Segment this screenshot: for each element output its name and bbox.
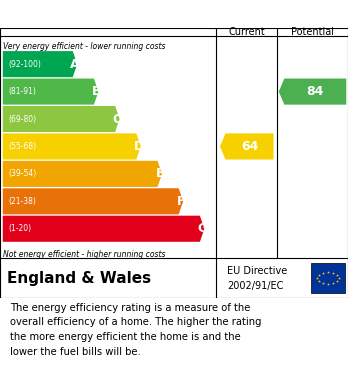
Text: B: B — [92, 85, 101, 98]
Polygon shape — [3, 216, 204, 242]
Polygon shape — [3, 79, 98, 105]
Polygon shape — [220, 133, 274, 160]
Text: 84: 84 — [307, 85, 324, 98]
Text: (55-68): (55-68) — [8, 142, 36, 151]
Text: Current: Current — [228, 27, 265, 37]
Text: The energy efficiency rating is a measure of the
overall efficiency of a home. T: The energy efficiency rating is a measur… — [10, 303, 262, 357]
Text: F: F — [177, 195, 185, 208]
Text: (1-20): (1-20) — [8, 224, 31, 233]
Polygon shape — [3, 161, 162, 187]
Text: (21-38): (21-38) — [8, 197, 36, 206]
Text: (92-100): (92-100) — [8, 60, 41, 69]
Text: A: A — [70, 57, 80, 71]
Text: E: E — [156, 167, 164, 180]
Text: Energy Efficiency Rating: Energy Efficiency Rating — [69, 7, 279, 22]
Text: D: D — [133, 140, 144, 153]
Text: 2002/91/EC: 2002/91/EC — [227, 281, 283, 291]
Text: 64: 64 — [241, 140, 258, 153]
Text: England & Wales: England & Wales — [7, 271, 151, 285]
Text: G: G — [197, 222, 207, 235]
Text: (81-91): (81-91) — [8, 87, 36, 96]
Text: Not energy efficient - higher running costs: Not energy efficient - higher running co… — [3, 249, 166, 258]
Text: (69-80): (69-80) — [8, 115, 36, 124]
Bar — [311, 263, 345, 293]
Text: (39-54): (39-54) — [8, 169, 36, 178]
Polygon shape — [3, 133, 141, 160]
Polygon shape — [3, 188, 183, 214]
Polygon shape — [3, 106, 120, 132]
Text: C: C — [113, 113, 122, 126]
Text: Potential: Potential — [291, 27, 334, 37]
Polygon shape — [3, 51, 77, 77]
Polygon shape — [279, 79, 346, 105]
Text: Very energy efficient - lower running costs: Very energy efficient - lower running co… — [3, 41, 166, 50]
Text: EU Directive: EU Directive — [227, 266, 287, 276]
